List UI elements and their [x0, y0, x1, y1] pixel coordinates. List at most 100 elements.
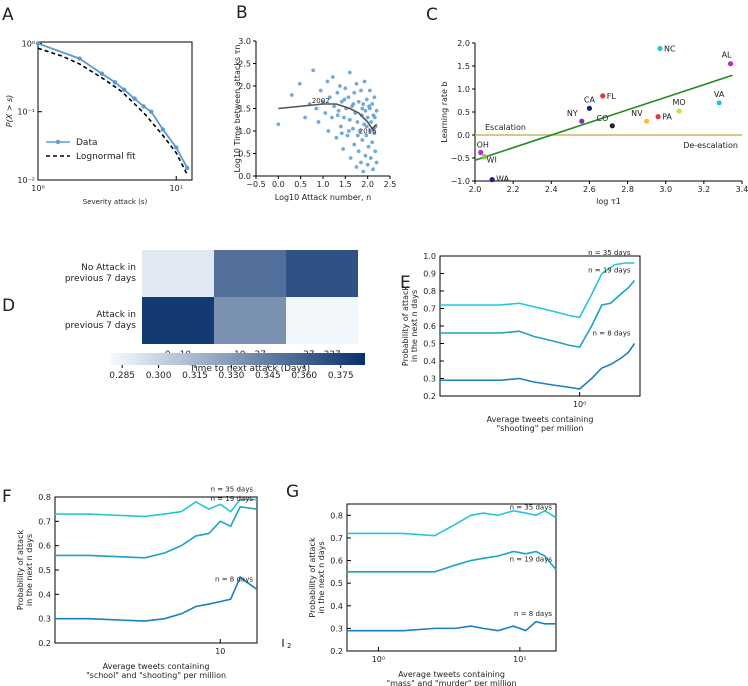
scatter-point — [334, 135, 339, 140]
scatter-point — [364, 124, 369, 129]
y-tick-label: 0.6 — [423, 322, 436, 331]
scatter-point — [372, 95, 377, 100]
scatter-point — [316, 120, 321, 124]
scatter-point — [297, 81, 302, 86]
x-axis-label-line: Average tweets containing — [103, 662, 210, 671]
state-label: PA — [662, 113, 672, 122]
y-tick-label: 10⁰ — [22, 39, 35, 48]
state-point — [716, 100, 722, 106]
scatter-point — [343, 86, 348, 91]
series-label: n = 35 days — [588, 249, 631, 257]
y-axis-label: Learning rate b — [440, 81, 449, 142]
data-point — [184, 165, 190, 171]
state-point — [676, 108, 682, 114]
scatter-point — [323, 111, 328, 115]
state-point — [655, 114, 661, 120]
scatter-point — [276, 122, 281, 127]
y-tick-label: 2.5 — [238, 60, 251, 69]
y-tick-label: 0.9 — [423, 270, 436, 279]
scatter-point — [360, 138, 365, 142]
plot-frame — [37, 41, 193, 181]
scatter-point — [368, 156, 373, 160]
data-point — [141, 104, 146, 109]
scatter-point — [347, 129, 351, 133]
scatter-point — [348, 156, 353, 160]
scatter-point — [289, 93, 294, 97]
y-tick-label: 1.0 — [423, 252, 436, 261]
x-axis-label: Severity attack (s) — [83, 198, 148, 206]
x-tick-label: 10⁰ — [372, 655, 385, 664]
y-tick-label: 0.7 — [423, 305, 436, 314]
panel-e: E 10⁰ 0.2 0.3 0.4 0.5 0.6 0.7 0.8 0.9 1.0 n = 35 da… — [400, 249, 641, 433]
scatter-point — [373, 149, 378, 154]
y-tick-label: 0.7 — [38, 517, 51, 526]
x-tick-label: 2.0 — [361, 180, 374, 189]
series-label: n = 8 days — [215, 575, 253, 583]
scatter-point — [351, 126, 355, 131]
state-label: WA — [496, 175, 509, 184]
heatmap-cell — [214, 297, 286, 344]
state-point — [727, 61, 734, 67]
state-point — [579, 118, 585, 124]
annotation-label: 2016 — [359, 127, 377, 135]
y-axis-label: Probability of attackin the next n days — [16, 530, 34, 611]
scatter-point — [347, 117, 352, 122]
series-label: n = 8 days — [514, 610, 552, 618]
scatter-point — [339, 131, 344, 136]
series-line — [347, 620, 556, 632]
state-label: VA — [714, 90, 725, 99]
y-tick-label: 1.0 — [238, 127, 251, 136]
series-line — [37, 47, 188, 175]
scatter-point — [303, 115, 308, 120]
x-tick-label: 2.0 — [469, 185, 482, 194]
x-tick-label: 10¹ — [170, 184, 183, 193]
x-axis-label: Average tweets containing "mass" and "mur… — [386, 670, 516, 686]
plot-frame — [346, 503, 557, 652]
scatter-point — [341, 147, 345, 151]
panel-b: B−0.5 0.0 0.5 1.0 1.5 2.0 2.50.00.51.01.52.02.… — [233, 3, 396, 202]
x-tick-label: 3.2 — [697, 185, 710, 194]
scatter-point — [365, 115, 370, 120]
x-tick-label: 3.4 — [736, 185, 748, 194]
series-line — [55, 505, 258, 559]
scatter-point — [360, 106, 365, 111]
heatmap-cell — [286, 250, 358, 297]
y-tick-label: 0.4 — [423, 357, 436, 366]
state-point — [609, 123, 615, 129]
state-label: CA — [584, 95, 596, 104]
data-point — [99, 71, 105, 76]
y-tick-label: 2.0 — [457, 39, 470, 48]
scatter-point — [355, 133, 360, 138]
scatter-point — [330, 115, 334, 120]
x-tick-label: 10¹ — [513, 655, 526, 664]
scatter-point — [330, 75, 335, 79]
y-tick-label: 0.5 — [457, 108, 470, 117]
y-tick-label: 0.2 — [38, 639, 51, 648]
scatter-point — [347, 70, 352, 75]
x-axis-label-line: "school" and "shooting" per million — [86, 671, 226, 680]
panel-c: C 2.0 2.2 2.4 2.6 2.8 3.0 3.2 3.4 −1.0 −0.5 0.0 0.5 1… — [426, 5, 748, 206]
scatter-point — [368, 88, 372, 93]
colorbar-tick-label: 0.285 — [109, 371, 135, 381]
y-tick-label: 0.8 — [423, 287, 436, 296]
scatter-point — [362, 122, 366, 127]
scatter-point — [368, 106, 372, 111]
scatter-point — [332, 104, 337, 109]
scatter-point — [352, 142, 357, 147]
scatter-point — [370, 102, 375, 106]
x-tick-label: 2.4 — [545, 185, 558, 194]
y-tick-label: 0.2 — [423, 392, 436, 401]
heatmap-cell — [286, 297, 358, 344]
colorbar-tick-label: 0.300 — [146, 371, 172, 381]
y-tick-label: −0.5 — [451, 154, 470, 163]
y-axis-label-line: in the next n days — [25, 534, 34, 606]
y-tick-label: 0.5 — [423, 340, 436, 349]
data-point — [35, 41, 41, 46]
scatter-point — [357, 129, 362, 133]
x-axis-label-line: Average tweets containing — [487, 415, 594, 424]
y-axis-label: Log10 Time between attacks τn — [233, 45, 242, 173]
y-tick-label: 0.5 — [238, 150, 251, 159]
x-axis-label-line: "mass" and "murder" per million — [386, 679, 516, 686]
scatter-point — [327, 95, 332, 100]
series-line — [347, 509, 557, 537]
